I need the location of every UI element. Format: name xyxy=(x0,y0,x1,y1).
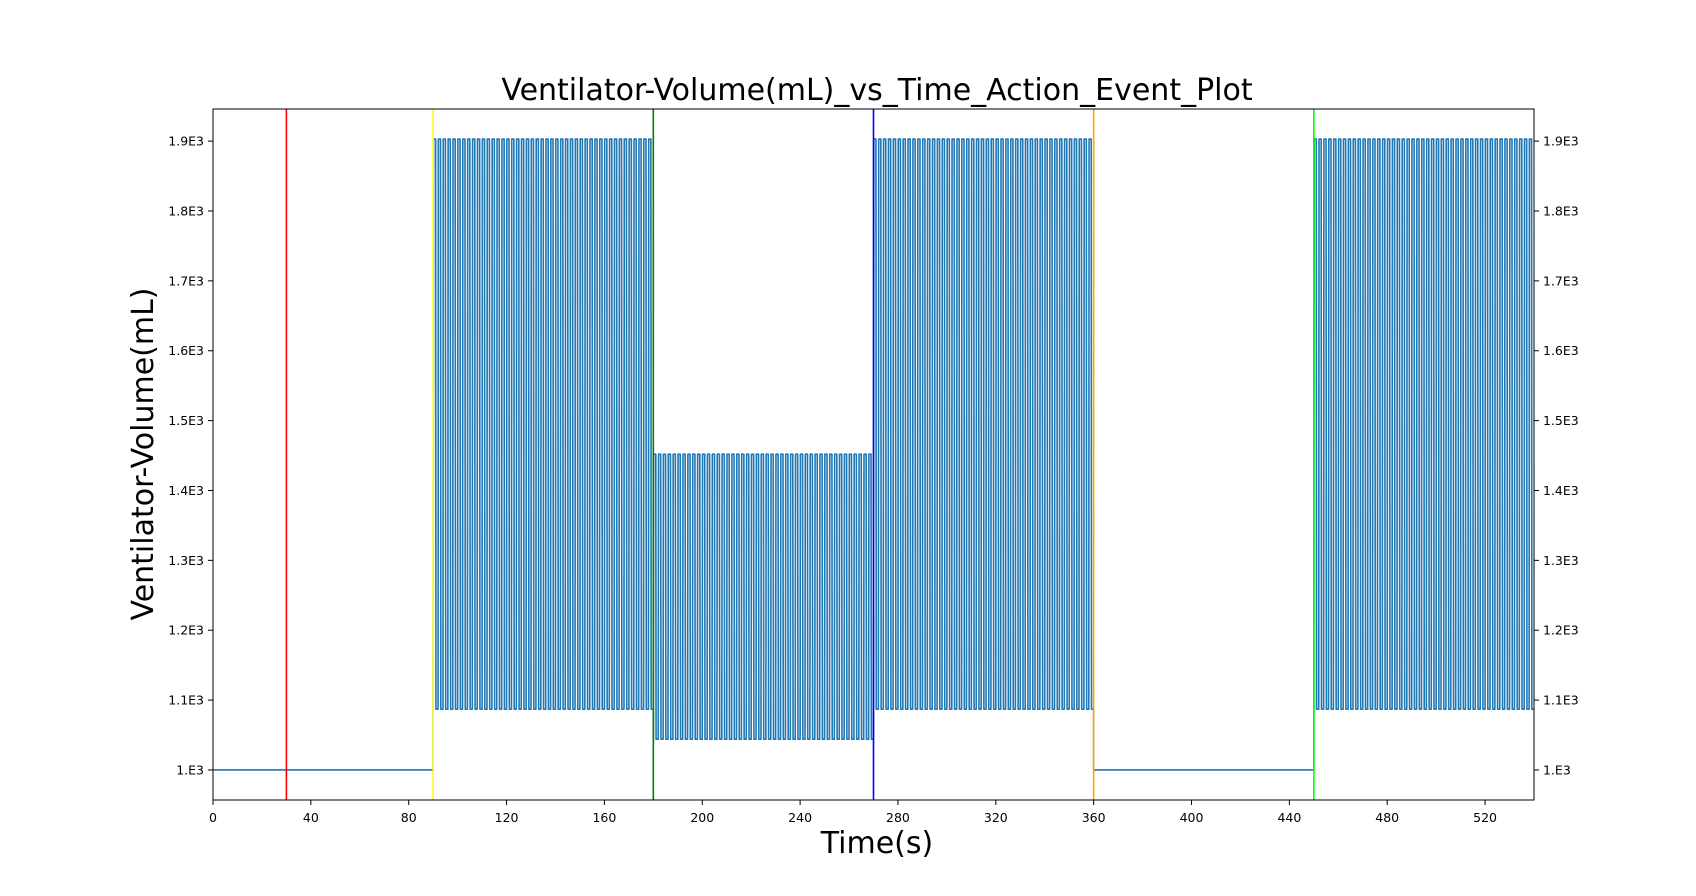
y-axis-label: Ventilator-Volume(mL) xyxy=(126,287,161,620)
chart-title: Ventilator-Volume(mL)_vs_Time_Action_Eve… xyxy=(501,73,1252,108)
x-tick-label: 240 xyxy=(788,810,812,825)
x-tick-label: 320 xyxy=(984,810,1008,825)
y-tick-label-right: 1.7E3 xyxy=(1543,273,1579,288)
y-tick-label-left: 1.6E3 xyxy=(168,343,204,358)
x-tick-label: 400 xyxy=(1180,810,1204,825)
y-tick-label-right: 1.9E3 xyxy=(1543,134,1579,149)
plot-area: 0 40 80 120 160 200 240 280 320 360 400 440 480 520 1.… xyxy=(168,108,1579,825)
y-tick-label-right: 1.8E3 xyxy=(1543,204,1579,219)
y-tick-label-left: 1.3E3 xyxy=(168,553,204,568)
x-tick-label: 520 xyxy=(1473,810,1497,825)
x-tick-label: 440 xyxy=(1277,810,1301,825)
y-tick-label-right: 1.4E3 xyxy=(1543,483,1579,498)
x-axis-label: Time(s) xyxy=(820,826,933,861)
x-tick-label: 360 xyxy=(1082,810,1106,825)
y-tick-label-left: 1.8E3 xyxy=(168,204,204,219)
x-tick-label: 480 xyxy=(1375,810,1399,825)
y-tick-label-left: 1.5E3 xyxy=(168,413,204,428)
x-tick-label: 160 xyxy=(592,810,616,825)
y-tick-label-left: 1.2E3 xyxy=(168,623,204,638)
y-tick-label-left: 1.7E3 xyxy=(168,273,204,288)
plot-frame xyxy=(212,108,1535,801)
y-tick-label-left: 1.1E3 xyxy=(168,693,204,708)
x-tick-label: 80 xyxy=(401,810,417,825)
x-tick-label: 40 xyxy=(303,810,319,825)
x-tick-label: 280 xyxy=(886,810,910,825)
y-tick-label-right: 1.3E3 xyxy=(1543,553,1579,568)
y-tick-label-left: 1.9E3 xyxy=(168,134,204,149)
y-tick-label-right: 1.2E3 xyxy=(1543,623,1579,638)
y-tick-label-left: 1.4E3 xyxy=(168,483,204,498)
y-tick-label-right: 1.E3 xyxy=(1543,762,1571,777)
x-tick-label: 120 xyxy=(495,810,519,825)
y-tick-label-left: 1.E3 xyxy=(176,762,204,777)
y-tick-label-right: 1.1E3 xyxy=(1543,693,1579,708)
y-tick-label-right: 1.5E3 xyxy=(1543,413,1579,428)
x-tick-label: 0 xyxy=(209,810,217,825)
x-tick-label: 200 xyxy=(690,810,714,825)
y-tick-label-right: 1.6E3 xyxy=(1543,343,1579,358)
